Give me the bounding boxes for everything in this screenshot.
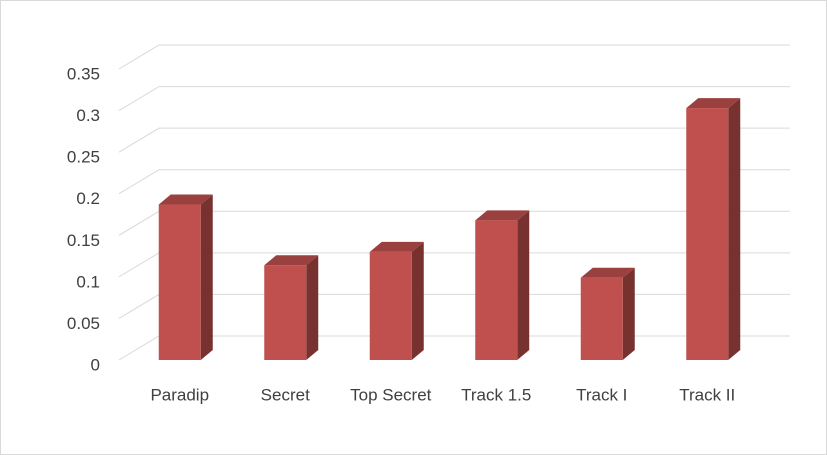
x-tick-label: Track 1.5 [461,385,531,404]
bar-top [686,98,741,109]
x-tick-label: Paradip [150,385,209,404]
y-tick-label: 0.25 [67,148,100,167]
bar [475,220,518,360]
x-tick-label: Track II [679,385,735,404]
bar-top [475,210,530,221]
y-tick-label: 0.2 [76,189,100,208]
bar-side [622,267,635,360]
grid-line [118,127,790,153]
y-tick-label: 0.05 [67,314,100,333]
bar [686,108,729,360]
bar-top [264,255,319,266]
bar [580,277,623,360]
y-tick-label: 0.3 [76,106,100,125]
bar-side [306,255,319,360]
bar-side [200,194,213,360]
bar [158,204,201,360]
x-tick-label: Track I [576,385,627,404]
bar-side [728,98,741,360]
y-tick-label: 0.1 [76,272,100,291]
y-tick-label: 0.35 [67,64,100,83]
bar-side [411,241,424,360]
bar [264,265,307,360]
bar-top [580,267,635,278]
bar-top [369,241,424,252]
grid-line [118,44,790,70]
bar [369,251,412,360]
x-tick-label: Top Secret [350,385,432,404]
grid-line [118,86,790,112]
bar-top [158,194,213,205]
bar-side [517,210,530,360]
y-tick-label: 0 [91,355,100,374]
x-tick-label: Secret [261,385,310,404]
grid-line [118,169,790,195]
y-tick-label: 0.15 [67,231,100,250]
